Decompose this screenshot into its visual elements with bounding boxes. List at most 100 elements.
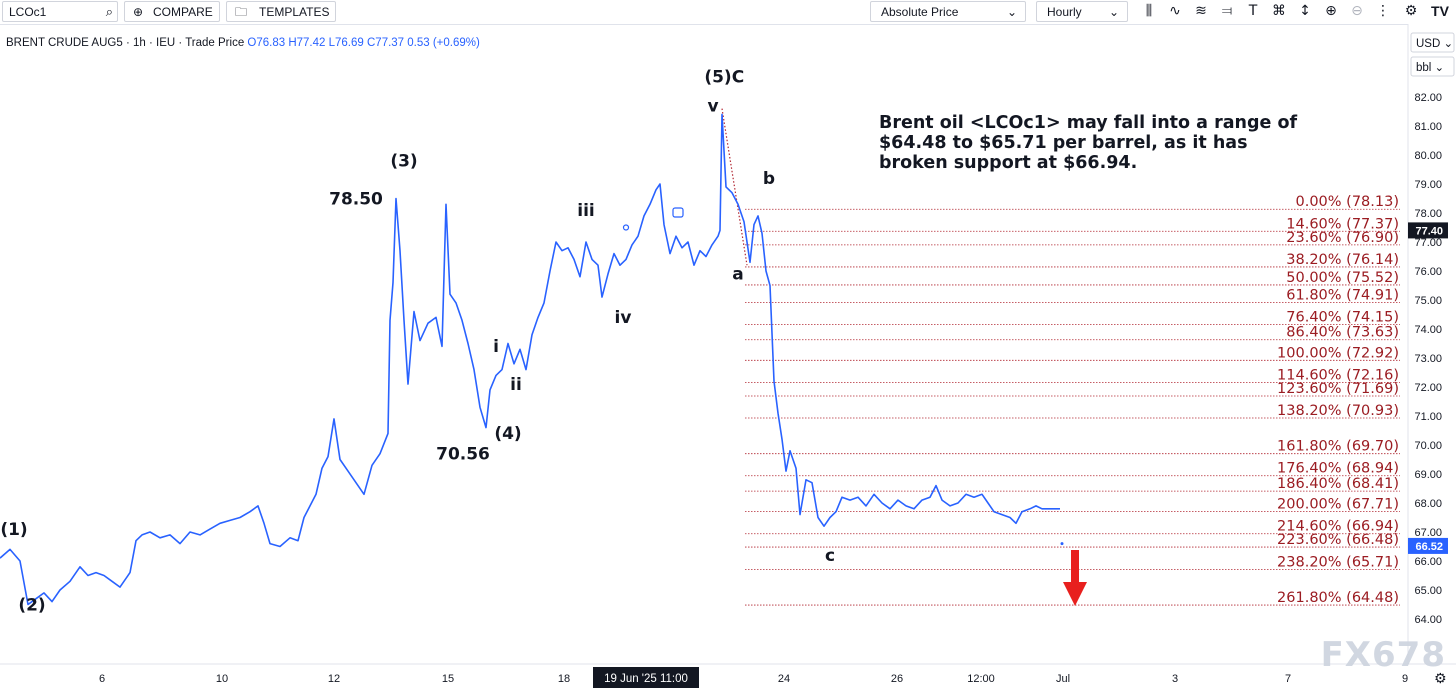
candlestick-icon[interactable]: ⫼ — [1145, 3, 1153, 19]
price-type-value: Absolute Price — [881, 5, 959, 19]
y-tick-label: 71.00 — [1414, 411, 1442, 423]
zoom-in-icon[interactable]: ⊕ — [1325, 3, 1337, 19]
wave-label: 70.56 — [436, 445, 490, 465]
fib-level-label: 76.40% (74.15) — [1286, 310, 1399, 326]
toolbar: LCOc1 ⌕ ⊕ COMPARE 🗀 TEMPLATES Absolute P… — [0, 0, 1456, 25]
event-marker[interactable] — [672, 207, 684, 218]
fib-level-label: 138.20% (70.93) — [1277, 403, 1399, 419]
fib-level-label: 161.80% (69.70) — [1277, 439, 1399, 455]
price-type-select[interactable]: Absolute Price ⌄ — [870, 1, 1026, 22]
x-tick-label: 9 — [1402, 673, 1408, 685]
y-tick-label: 72.00 — [1414, 382, 1442, 394]
fib-level-label: 114.60% (72.16) — [1277, 367, 1399, 383]
fib-level-label: 14.60% (77.37) — [1286, 216, 1399, 232]
price-chart[interactable]: 0.00% (78.13) 14.60% (77.37)23.60% (76.90… — [0, 24, 1456, 691]
compare-button[interactable]: ⊕ COMPARE — [124, 1, 220, 22]
axis-settings-icon[interactable]: ⚙ — [1434, 671, 1447, 687]
annotation-text: $64.48 to $65.71 per barrel, as it has — [879, 133, 1248, 153]
fib-level-label: 86.40% (73.63) — [1286, 325, 1399, 341]
tradingview-logo-icon: TV — [1431, 3, 1449, 19]
wave-label: c — [825, 546, 835, 566]
indicators-icon[interactable]: ∿ — [1169, 3, 1181, 19]
down-arrow-shaft — [1071, 550, 1079, 584]
fib-level-label: 261.80% (64.48) — [1277, 590, 1399, 606]
y-tick-label: 81.00 — [1414, 121, 1442, 133]
y-tick-label: 73.00 — [1414, 353, 1442, 365]
measure-icon[interactable]: ↕ — [1299, 3, 1311, 19]
watermark: FX678 — [1320, 635, 1446, 675]
fib-level-label: 61.80% (74.91) — [1286, 288, 1399, 304]
fib-level-label: 238.20% (65.71) — [1277, 554, 1399, 570]
x-tick-label: 10 — [216, 673, 228, 685]
wave-label: (4) — [494, 424, 521, 444]
ohlc-values: O76.83 H77.42 L76.69 C77.37 0.53 (+0.69%… — [247, 37, 480, 49]
x-tick-label: 18 — [558, 673, 570, 685]
currency-label: USD ⌄ — [1416, 38, 1453, 50]
x-tick-label: 7 — [1285, 673, 1291, 685]
compare-label: COMPARE — [153, 5, 213, 19]
x-tick-label: 12:00 — [967, 673, 995, 685]
wave-label: iv — [615, 308, 632, 328]
wave-label: v — [707, 97, 718, 117]
instrument-name: BRENT CRUDE AUG5 — [6, 37, 123, 49]
chevron-down-icon: ⌄ — [1006, 5, 1017, 19]
price-axis[interactable] — [1408, 24, 1456, 664]
text-icon[interactable]: T — [1248, 3, 1258, 19]
wave-label: iii — [577, 201, 594, 221]
y-tick-label: 66.00 — [1414, 556, 1442, 568]
instrument-info: BRENT CRUDE AUG5 · 1h · IEU · Trade Pric… — [6, 37, 480, 49]
more-icon[interactable]: ⋮ — [1376, 3, 1390, 19]
y-tick-label: 76.00 — [1414, 266, 1442, 278]
fib-level-label: 38.20% (76.14) — [1286, 252, 1399, 268]
annotation-text: broken support at $66.94. — [879, 153, 1137, 173]
search-icon[interactable]: ⌕ — [105, 5, 113, 20]
symbol-input[interactable]: LCOc1 — [9, 5, 47, 19]
currency-select[interactable] — [1410, 32, 1455, 53]
gear-icon[interactable]: ⚙ — [1404, 3, 1418, 19]
last-tick-dot — [1060, 542, 1064, 546]
unit-select[interactable] — [1410, 56, 1455, 77]
wave-label: 78.50 — [329, 189, 383, 209]
fib-level-label: 50.00% (75.52) — [1286, 270, 1399, 286]
x-tick-label: 6 — [99, 673, 105, 685]
crosshair-time-tag — [593, 667, 699, 688]
y-tick-label: 78.00 — [1414, 208, 1442, 220]
y-tick-label: 79.00 — [1414, 179, 1442, 191]
wave-label: C — [732, 68, 744, 88]
current-price-tag — [1408, 537, 1448, 554]
wave-label: (5) — [704, 68, 731, 88]
symbol-search-box[interactable]: LCOc1 ⌕ — [2, 1, 118, 22]
zoom-out-icon[interactable]: ⊖ — [1351, 3, 1363, 19]
y-tick-label: 70.00 — [1414, 440, 1442, 452]
interval-select[interactable]: Hourly ⌄ — [1036, 1, 1128, 22]
y-tick-label: 64.00 — [1414, 614, 1442, 626]
shapes-icon[interactable]: ⌘ — [1272, 3, 1286, 19]
y-tick-label: 69.00 — [1414, 469, 1442, 481]
fib-level-label: 223.60% (66.48) — [1277, 532, 1399, 548]
fib-level-label: 186.40% (68.41) — [1277, 476, 1399, 492]
wave-label: ii — [510, 375, 522, 395]
wave-label: i — [493, 337, 499, 357]
event-marker[interactable] — [622, 224, 630, 231]
down-arrow-head — [1063, 582, 1087, 606]
wave-label: a — [732, 265, 743, 285]
horizontal-line-icon[interactable]: ⫤ — [1221, 3, 1233, 19]
fib-level-label: 123.60% (71.69) — [1277, 381, 1399, 397]
fib-level-label: 0.00% (78.13) — [1296, 194, 1400, 210]
wave-label: (2) — [18, 595, 45, 615]
x-tick-label: 3 — [1172, 673, 1178, 685]
plus-circle-icon: ⊕ — [133, 5, 144, 19]
last-price-tag — [1408, 222, 1448, 239]
y-tick-label: 75.00 — [1414, 295, 1442, 307]
templates-label: TEMPLATES — [259, 5, 330, 19]
wave-icon[interactable]: ≋ — [1195, 3, 1207, 19]
y-tick-label: 65.00 — [1414, 585, 1442, 597]
x-tick-label: 26 — [891, 673, 903, 685]
x-tick-label: 24 — [778, 673, 790, 685]
info-source: IEU — [156, 37, 176, 49]
wave-label: (3) — [390, 152, 417, 172]
unit-label: bbl ⌄ — [1416, 62, 1444, 74]
annotation-text: Brent oil <LCOc1> may fall into a range … — [879, 113, 1297, 133]
templates-button[interactable]: 🗀 TEMPLATES — [226, 1, 336, 22]
fib-level-label: 23.60% (76.90) — [1286, 230, 1399, 246]
